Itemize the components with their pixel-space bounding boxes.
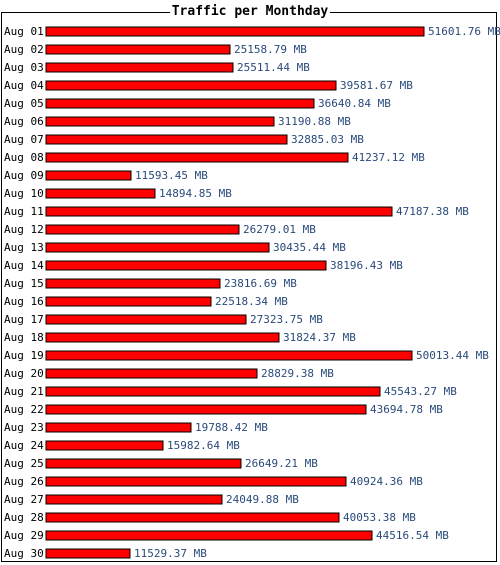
bar bbox=[45, 548, 131, 559]
value-label: 19788.42 MB bbox=[195, 421, 268, 434]
bar bbox=[45, 530, 373, 541]
bar bbox=[45, 368, 258, 379]
category-label: Aug 07 bbox=[4, 133, 44, 146]
category-label: Aug 11 bbox=[4, 205, 44, 218]
value-label: 44516.54 MB bbox=[376, 529, 449, 542]
bar bbox=[45, 206, 393, 217]
category-label: Aug 21 bbox=[4, 385, 44, 398]
bar bbox=[45, 62, 234, 73]
bar bbox=[45, 512, 340, 523]
bar bbox=[45, 296, 212, 307]
category-label: Aug 25 bbox=[4, 457, 44, 470]
value-label: 22518.34 MB bbox=[215, 295, 288, 308]
value-label: 11593.45 MB bbox=[135, 169, 208, 182]
bar bbox=[45, 44, 231, 55]
value-label: 11529.37 MB bbox=[134, 547, 207, 560]
bar bbox=[45, 332, 280, 343]
value-label: 50013.44 MB bbox=[416, 349, 489, 362]
value-label: 25511.44 MB bbox=[237, 61, 310, 74]
category-label: Aug 02 bbox=[4, 43, 44, 56]
value-label: 41237.12 MB bbox=[352, 151, 425, 164]
value-label: 47187.38 MB bbox=[396, 205, 469, 218]
bar bbox=[45, 350, 413, 361]
value-label: 15982.64 MB bbox=[167, 439, 240, 452]
category-label: Aug 08 bbox=[4, 151, 44, 164]
category-label: Aug 01 bbox=[4, 25, 44, 38]
category-label: Aug 09 bbox=[4, 169, 44, 182]
bar bbox=[45, 458, 242, 469]
bar bbox=[45, 278, 221, 289]
bar bbox=[45, 152, 349, 163]
value-label: 26649.21 MB bbox=[245, 457, 318, 470]
category-label: Aug 20 bbox=[4, 367, 44, 380]
bar bbox=[45, 188, 156, 199]
category-label: Aug 05 bbox=[4, 97, 44, 110]
value-label: 32885.03 MB bbox=[291, 133, 364, 146]
category-label: Aug 26 bbox=[4, 475, 44, 488]
value-label: 14894.85 MB bbox=[159, 187, 232, 200]
value-label: 30435.44 MB bbox=[273, 241, 346, 254]
category-label: Aug 23 bbox=[4, 421, 44, 434]
bar bbox=[45, 242, 270, 253]
bar bbox=[45, 134, 288, 145]
bar bbox=[45, 404, 367, 415]
category-label: Aug 06 bbox=[4, 115, 44, 128]
category-label: Aug 17 bbox=[4, 313, 44, 326]
category-label: Aug 22 bbox=[4, 403, 44, 416]
bar bbox=[45, 314, 247, 325]
category-label: Aug 27 bbox=[4, 493, 44, 506]
value-label: 40924.36 MB bbox=[350, 475, 423, 488]
bar bbox=[45, 386, 381, 397]
category-label: Aug 14 bbox=[4, 259, 44, 272]
bar bbox=[45, 26, 425, 37]
value-label: 45543.27 MB bbox=[384, 385, 457, 398]
value-label: 39581.67 MB bbox=[340, 79, 413, 92]
category-label: Aug 19 bbox=[4, 349, 44, 362]
category-label: Aug 03 bbox=[4, 61, 44, 74]
chart-title-wrap: Traffic per Monthday bbox=[0, 3, 500, 21]
value-label: 31824.37 MB bbox=[283, 331, 356, 344]
category-label: Aug 29 bbox=[4, 529, 44, 542]
value-label: 40053.38 MB bbox=[343, 511, 416, 524]
category-label: Aug 04 bbox=[4, 79, 44, 92]
value-label: 36640.84 MB bbox=[318, 97, 391, 110]
bar bbox=[45, 224, 240, 235]
bar bbox=[45, 260, 327, 271]
bar bbox=[45, 80, 337, 91]
category-label: Aug 28 bbox=[4, 511, 44, 524]
value-label: 24049.88 MB bbox=[226, 493, 299, 506]
value-label: 31190.88 MB bbox=[278, 115, 351, 128]
category-label: Aug 13 bbox=[4, 241, 44, 254]
category-label: Aug 18 bbox=[4, 331, 44, 344]
value-label: 27323.75 MB bbox=[250, 313, 323, 326]
category-label: Aug 10 bbox=[4, 187, 44, 200]
value-label: 23816.69 MB bbox=[224, 277, 297, 290]
chart-title: Traffic per Monthday bbox=[169, 4, 331, 19]
bar bbox=[45, 494, 223, 505]
value-label: 43694.78 MB bbox=[370, 403, 443, 416]
bar bbox=[45, 440, 164, 451]
value-label: 26279.01 MB bbox=[243, 223, 316, 236]
value-label: 51601.76 MB bbox=[428, 25, 500, 38]
bar bbox=[45, 422, 192, 433]
category-label: Aug 30 bbox=[4, 547, 44, 560]
bar bbox=[45, 170, 132, 181]
bar bbox=[45, 98, 315, 109]
category-label: Aug 15 bbox=[4, 277, 44, 290]
value-label: 25158.79 MB bbox=[234, 43, 307, 56]
category-label: Aug 16 bbox=[4, 295, 44, 308]
bar bbox=[45, 116, 275, 127]
bar bbox=[45, 476, 347, 487]
value-label: 28829.38 MB bbox=[261, 367, 334, 380]
category-label: Aug 12 bbox=[4, 223, 44, 236]
value-label: 38196.43 MB bbox=[330, 259, 403, 272]
category-label: Aug 24 bbox=[4, 439, 44, 452]
